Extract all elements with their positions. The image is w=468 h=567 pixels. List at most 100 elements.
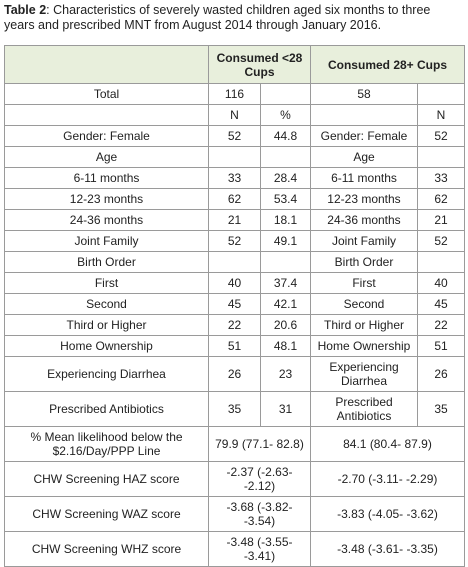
table-cell bbox=[417, 146, 465, 168]
table-cell: -3.68 (-3.82- -3.54) bbox=[208, 496, 311, 532]
table: Consumed <28 Cups Consumed 28+ Cups Tota… bbox=[4, 45, 465, 567]
table-cell: 84.1 (80.4- 87.9) bbox=[310, 426, 465, 462]
table-cell: 48.1 bbox=[260, 335, 311, 357]
table-cell: -3.48 (-3.61- -3.35) bbox=[310, 531, 465, 567]
table-cell: Gender: Female bbox=[310, 125, 418, 147]
table-row: First 40 37.4 First 40 bbox=[4, 272, 465, 294]
table-cell: 42.1 bbox=[260, 293, 311, 315]
table-cell: 23 bbox=[260, 356, 311, 392]
table-cell: Total bbox=[4, 83, 209, 105]
table-cell: Home Ownership bbox=[310, 335, 418, 357]
table-row: CHW Screening WAZ score -3.68 (-3.82- -3.… bbox=[4, 496, 465, 532]
table-cell: CHW Screening HAZ score bbox=[4, 461, 209, 497]
table-cell: Age bbox=[4, 146, 209, 168]
table-row: Prescribed Antibiotics 35 31 Prescribed Ant… bbox=[4, 391, 465, 427]
table-cell: 26 bbox=[208, 356, 261, 392]
table-cell: -2.70 (-3.11- -2.29) bbox=[310, 461, 465, 497]
table-cell: 12-23 months bbox=[4, 188, 209, 210]
table-cell bbox=[260, 146, 311, 168]
table-cell: 52 bbox=[208, 125, 261, 147]
table-cell: Experiencing Diarrhea bbox=[4, 356, 209, 392]
table-cell: 62 bbox=[208, 188, 261, 210]
table-cell: Second bbox=[4, 293, 209, 315]
table-cell: N bbox=[208, 104, 261, 126]
table-cell: 21 bbox=[208, 209, 261, 231]
table-cell: 45 bbox=[208, 293, 261, 315]
table-cell: 79.9 (77.1- 82.8) bbox=[208, 426, 311, 462]
table-cell: 51 bbox=[208, 335, 261, 357]
table-cell: 116 bbox=[208, 83, 261, 105]
table-cell: Gender: Female bbox=[4, 125, 209, 147]
caption-label: Table 2 bbox=[4, 3, 47, 17]
table-cell: 53.4 bbox=[260, 188, 311, 210]
table-cell: First bbox=[310, 272, 418, 294]
table-cell: 6-11 months bbox=[310, 167, 418, 189]
table-cell: 40 bbox=[417, 272, 465, 294]
table-row: Gender: Female 52 44.8 Gender: Female 52 bbox=[4, 125, 465, 147]
table-row: Total 116 58 bbox=[4, 83, 465, 105]
table-cell: 33 bbox=[417, 167, 465, 189]
table-row: 6-11 months 33 28.4 6-11 months 33 bbox=[4, 167, 465, 189]
table-cell: 31 bbox=[260, 391, 311, 427]
table-cell: -2.37 (-2.63- -2.12) bbox=[208, 461, 311, 497]
table-cell: Age bbox=[310, 146, 418, 168]
table-cell: Third or Higher bbox=[310, 314, 418, 336]
table-cell bbox=[417, 83, 465, 105]
caption: Table 2: Characteristics of severely was… bbox=[4, 3, 464, 33]
table-cell bbox=[310, 104, 418, 126]
header-cell: Consumed <28 Cups bbox=[208, 45, 311, 84]
table-cell: 22 bbox=[417, 314, 465, 336]
table-cell: 40 bbox=[208, 272, 261, 294]
table-cell: -3.83 (-4.05- -3.62) bbox=[310, 496, 465, 532]
table-cell: 52 bbox=[417, 230, 465, 252]
table-row: Age Age bbox=[4, 146, 465, 168]
table-cell: Prescribed Antibiotics bbox=[310, 391, 418, 427]
table-cell: 21 bbox=[417, 209, 465, 231]
table-cell: 35 bbox=[417, 391, 465, 427]
header-cell bbox=[4, 45, 209, 84]
table-row: 12-23 months 62 53.4 12-23 months 62 bbox=[4, 188, 465, 210]
table-row: N% N bbox=[4, 104, 465, 126]
table-cell: Third or Higher bbox=[4, 314, 209, 336]
table-row: Birth Order Birth Order bbox=[4, 251, 465, 273]
table-cell bbox=[417, 251, 465, 273]
table-cell bbox=[208, 146, 261, 168]
table-cell: First bbox=[4, 272, 209, 294]
table-cell: % bbox=[260, 104, 311, 126]
table-row: % Mean likelihood below the $2.16/Day/PP… bbox=[4, 426, 465, 462]
table-cell: 52 bbox=[417, 125, 465, 147]
table-cell: Joint Family bbox=[4, 230, 209, 252]
table-body: Consumed <28 Cups Consumed 28+ Cups Tota… bbox=[4, 45, 465, 567]
table-cell: 18.1 bbox=[260, 209, 311, 231]
table-cell bbox=[260, 251, 311, 273]
table-cell: 28.4 bbox=[260, 167, 311, 189]
header-row: Consumed <28 Cups Consumed 28+ Cups bbox=[4, 45, 465, 84]
table-cell: 37.4 bbox=[260, 272, 311, 294]
table-cell: 62 bbox=[417, 188, 465, 210]
table-row: Joint Family 52 49.1 Joint Family 52 bbox=[4, 230, 465, 252]
table-cell: 58 bbox=[310, 83, 418, 105]
table-cell: Joint Family bbox=[310, 230, 418, 252]
table-row: Home Ownership 51 48.1 Home Ownership 51 bbox=[4, 335, 465, 357]
table-cell: CHW Screening WHZ score bbox=[4, 531, 209, 567]
table-cell: 52 bbox=[208, 230, 261, 252]
table-cell: 6-11 months bbox=[4, 167, 209, 189]
table-cell: -3.48 (-3.55- -3.41) bbox=[208, 531, 311, 567]
table-cell: 44.8 bbox=[260, 125, 311, 147]
table-row: Second 45 42.1 Second 45 bbox=[4, 293, 465, 315]
table-row: Experiencing Diarrhea 26 23 Experiencing Di… bbox=[4, 356, 465, 392]
table-cell: 51 bbox=[417, 335, 465, 357]
caption-text: : Characteristics of severely wasted chi… bbox=[4, 3, 431, 32]
table-cell: Prescribed Antibiotics bbox=[4, 391, 209, 427]
table-cell: 26 bbox=[417, 356, 465, 392]
table-cell: 24-36 months bbox=[310, 209, 418, 231]
table-cell: 33 bbox=[208, 167, 261, 189]
header-cell: Consumed 28+ Cups bbox=[310, 45, 465, 84]
table-cell: Home Ownership bbox=[4, 335, 209, 357]
table-cell bbox=[4, 104, 209, 126]
table-cell: N bbox=[417, 104, 465, 126]
table-row: 24-36 months 21 18.1 24-36 months 21 bbox=[4, 209, 465, 231]
table-row: CHW Screening WHZ score -3.48 (-3.55- -3.… bbox=[4, 531, 465, 567]
table-cell: Experiencing Diarrhea bbox=[310, 356, 418, 392]
